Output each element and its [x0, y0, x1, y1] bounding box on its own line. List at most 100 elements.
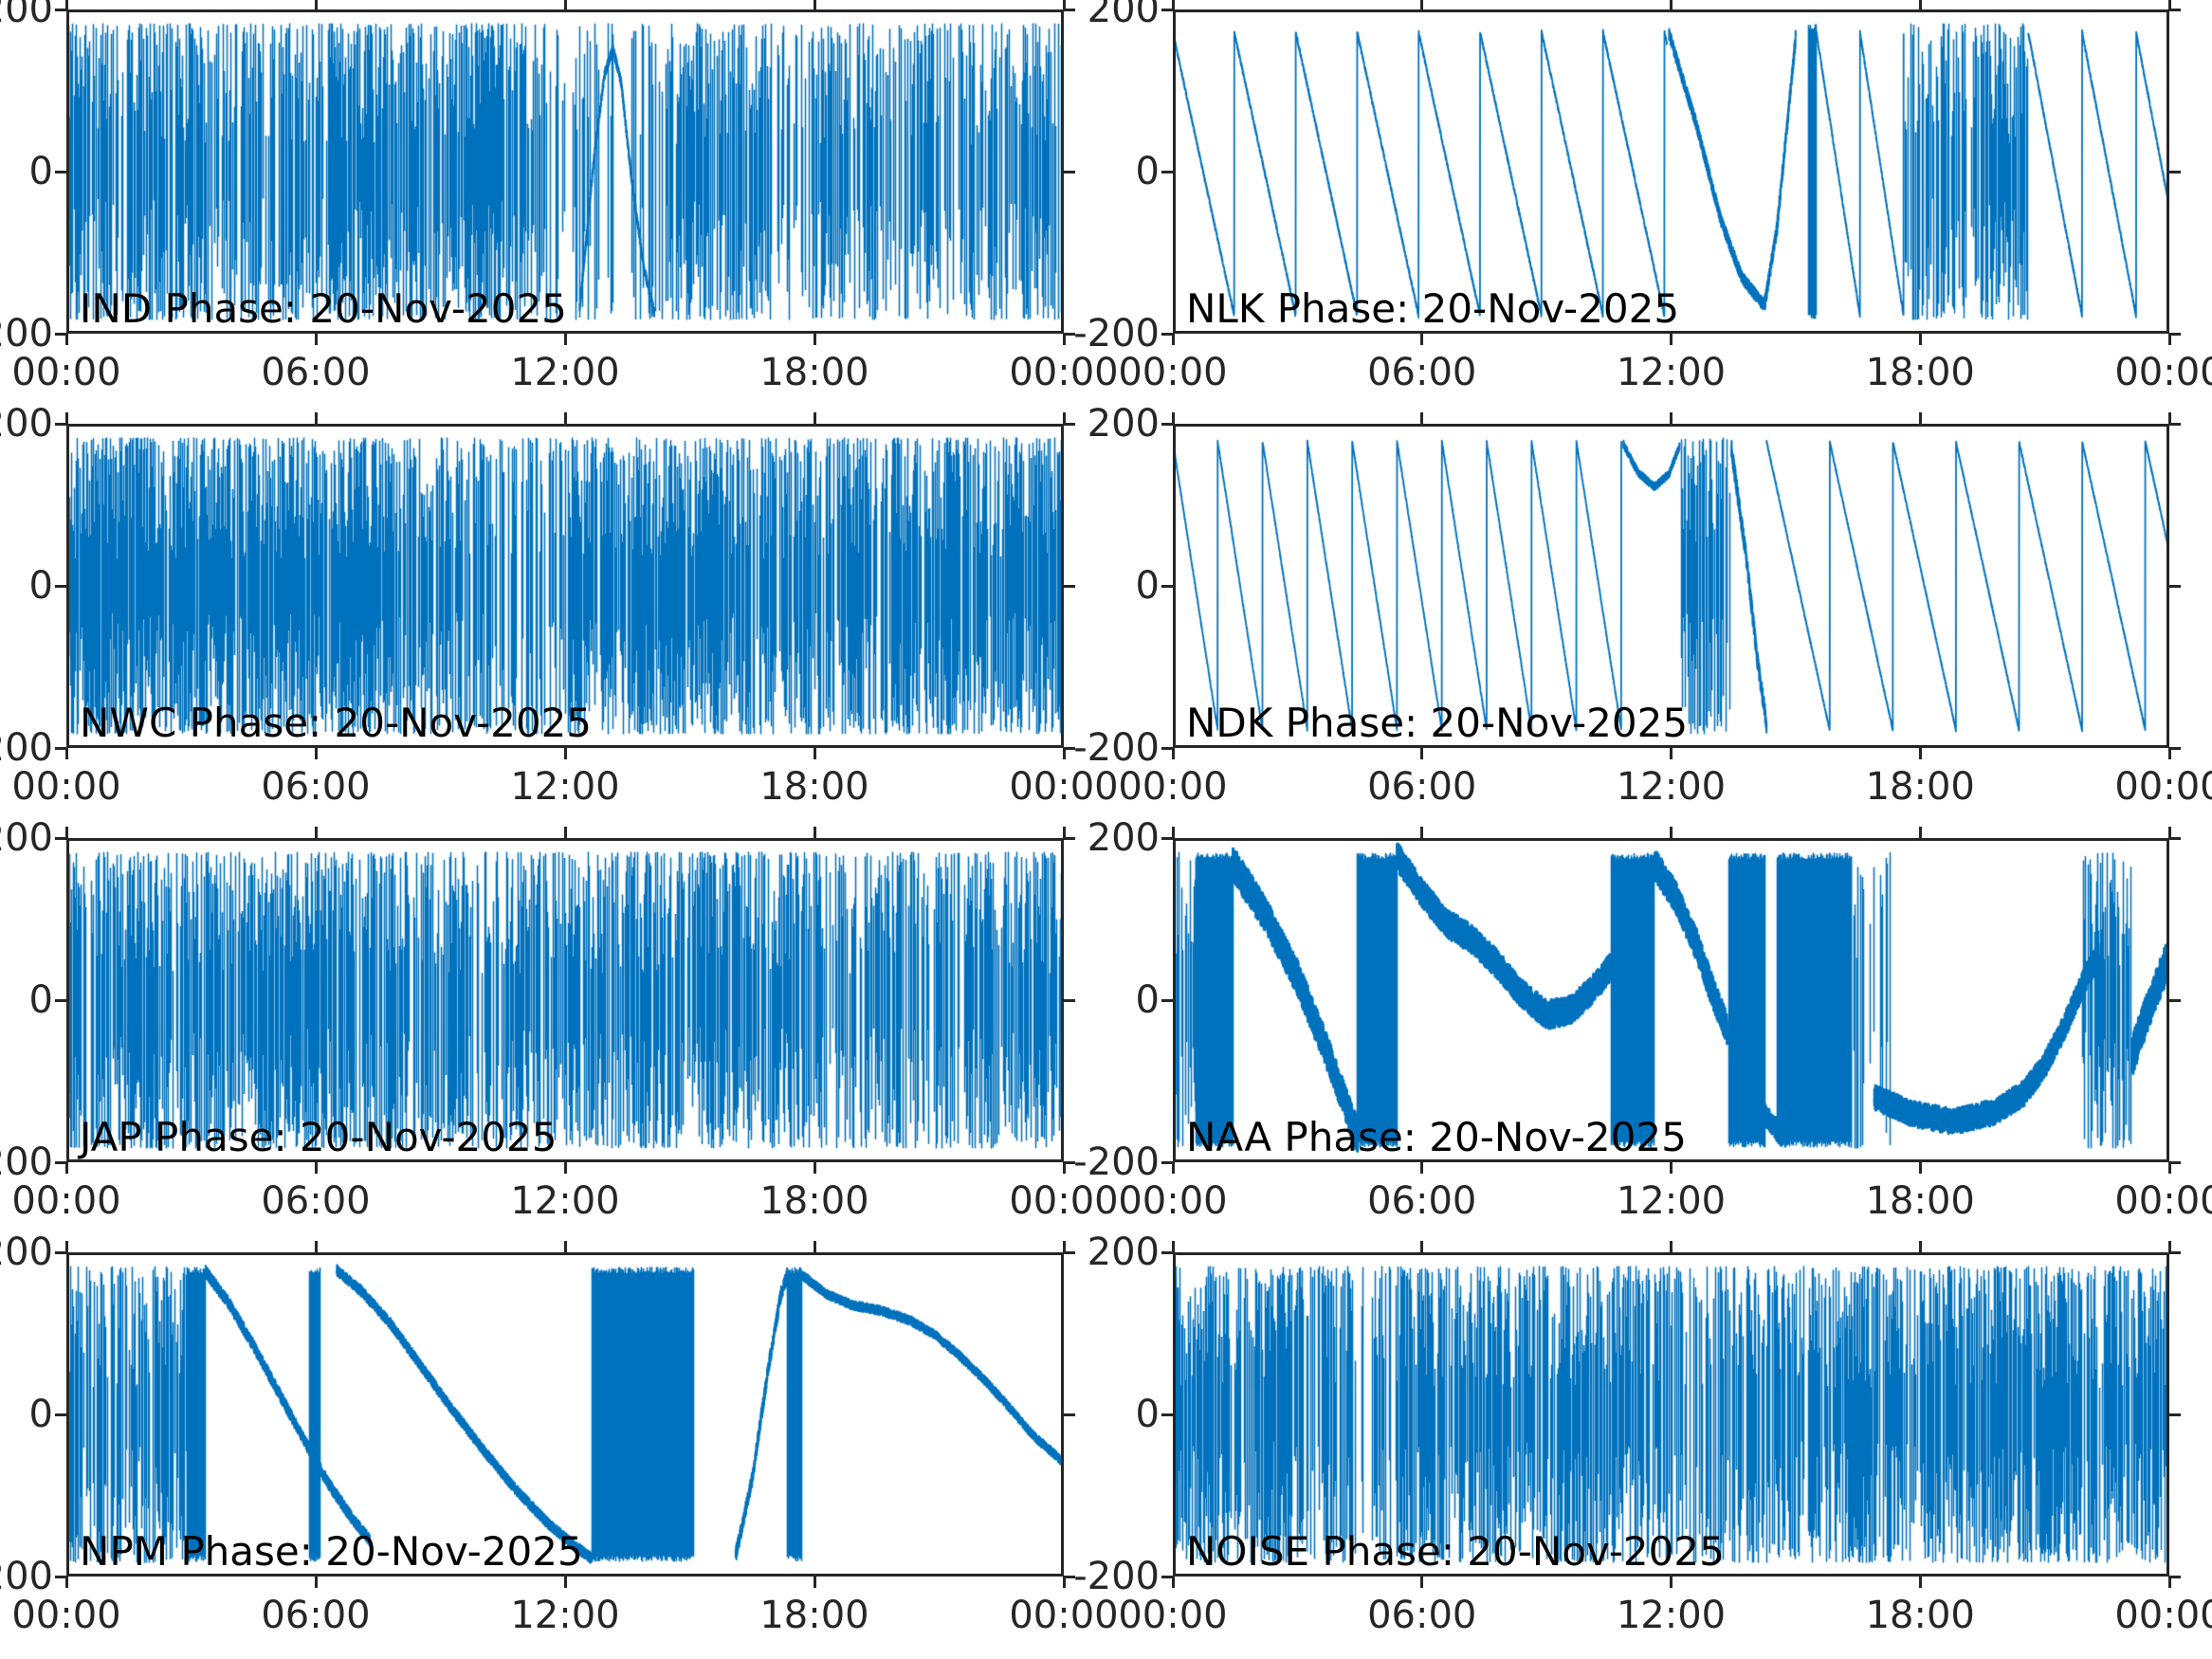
y-tick-label: -200 [1073, 726, 1160, 770]
station-phase-label: NLK Phase: 20-Nov-2025 [1186, 285, 1680, 332]
x-tick-mark [314, 1241, 318, 1252]
x-tick-mark [1420, 1577, 1424, 1588]
x-tick-mark [64, 827, 68, 838]
station-phase-label: NWC Phase: 20-Nov-2025 [80, 700, 593, 746]
x-tick-label: 18:00 [759, 765, 869, 809]
y-tick-mark [55, 332, 66, 336]
y-tick-mark [2169, 8, 2181, 11]
x-tick-mark [64, 1162, 68, 1174]
x-tick-label: 00:00 [2114, 1594, 2212, 1637]
y-tick-mark [1161, 998, 1173, 1002]
y-tick-label: -200 [1073, 312, 1160, 356]
x-tick-mark [2167, 1162, 2171, 1174]
x-tick-mark [563, 0, 567, 9]
y-tick-mark [1064, 998, 1075, 1002]
phase-trace-canvas-ind [66, 9, 1064, 334]
x-tick-mark [64, 412, 68, 424]
y-tick-label: 0 [1135, 564, 1160, 608]
x-tick-mark [314, 412, 318, 424]
y-tick-label: -200 [1073, 1555, 1160, 1598]
x-tick-mark [1062, 1577, 1066, 1588]
x-tick-mark [813, 827, 816, 838]
phase-trace-canvas-ndk [1173, 424, 2169, 748]
phase-trace-canvas-noise [1173, 1252, 2169, 1577]
x-tick-mark [563, 1241, 567, 1252]
phase-trace-canvas-nlk [1173, 9, 2169, 334]
y-tick-mark [1064, 1575, 1075, 1578]
x-tick-mark [563, 1162, 567, 1174]
y-tick-label: 0 [28, 1393, 53, 1436]
x-tick-mark [813, 1162, 816, 1174]
y-tick-mark [55, 422, 66, 426]
x-tick-label: 18:00 [1865, 765, 1975, 809]
y-tick-label: 200 [0, 816, 53, 860]
y-tick-mark [1064, 584, 1075, 588]
phase-trace-canvas-naa [1173, 838, 2169, 1162]
y-tick-label: -200 [1073, 1140, 1160, 1184]
y-tick-mark [1161, 422, 1173, 426]
x-tick-label: 00:00 [1118, 765, 1228, 809]
x-tick-mark [1420, 748, 1424, 759]
x-tick-mark [1670, 412, 1673, 424]
phase-trace-canvas-jap [66, 838, 1064, 1162]
y-tick-mark [55, 170, 66, 173]
x-tick-label: 00:00 [1009, 1179, 1119, 1223]
x-tick-label: 00:00 [11, 765, 121, 809]
y-tick-mark [55, 746, 66, 750]
y-tick-label: -200 [0, 312, 53, 356]
subplot-npm: 00:00 06:00 12:00 18:00 00:00 200 0 -200 NPM Pha… [0, 1233, 1119, 1637]
subplot-noise: 00:00 06:00 12:00 18:00 00:00 200 0 -200 NOISE P… [1073, 1233, 2212, 1637]
x-tick-mark [563, 334, 567, 345]
x-tick-label: 18:00 [1865, 351, 1975, 394]
y-tick-mark [55, 1160, 66, 1164]
y-tick-label: 200 [1087, 0, 1160, 31]
y-tick-mark [1161, 1160, 1173, 1164]
subplot-nlk: 00:00 06:00 12:00 18:00 00:00 200 0 -200 NLK Pha… [1073, 0, 2212, 394]
x-tick-mark [1420, 412, 1424, 424]
x-tick-mark [563, 748, 567, 759]
y-tick-mark [1064, 332, 1075, 336]
x-tick-mark [1062, 412, 1066, 424]
x-tick-mark [1918, 827, 1922, 838]
subplot-ind: 00:00 06:00 12:00 18:00 00:00 200 0 -200 IND Pha… [0, 0, 1119, 394]
x-tick-mark [2167, 412, 2171, 424]
y-tick-mark [1161, 836, 1173, 840]
x-tick-mark [1420, 334, 1424, 345]
x-tick-mark [1420, 827, 1424, 838]
x-tick-mark [1062, 748, 1066, 759]
y-tick-mark [2169, 584, 2181, 588]
x-tick-mark [813, 1577, 816, 1588]
x-tick-label: 18:00 [759, 351, 869, 394]
x-tick-label: 00:00 [1009, 1594, 1119, 1637]
x-tick-mark [1062, 827, 1066, 838]
x-tick-mark [2167, 1577, 2171, 1588]
x-tick-label: 12:00 [1616, 351, 1727, 394]
station-phase-label: NDK Phase: 20-Nov-2025 [1186, 700, 1689, 746]
y-tick-label: 200 [1087, 816, 1160, 860]
y-tick-mark [1161, 1250, 1173, 1254]
y-tick-label: 0 [1135, 150, 1160, 193]
y-tick-mark [55, 584, 66, 588]
y-tick-label: -200 [0, 1555, 53, 1598]
x-tick-mark [64, 748, 68, 759]
x-tick-label: 12:00 [1616, 765, 1727, 809]
y-tick-mark [2169, 332, 2181, 336]
x-tick-label: 00:00 [2114, 765, 2212, 809]
x-tick-mark [1670, 827, 1673, 838]
x-tick-mark [2167, 827, 2171, 838]
x-tick-mark [1062, 1162, 1066, 1174]
station-phase-label: NPM Phase: 20-Nov-2025 [80, 1528, 583, 1575]
x-tick-mark [1670, 0, 1673, 9]
x-tick-mark [314, 1162, 318, 1174]
y-tick-mark [55, 998, 66, 1002]
y-tick-mark [2169, 1250, 2181, 1254]
y-tick-mark [55, 1575, 66, 1578]
y-tick-mark [1161, 584, 1173, 588]
x-tick-mark [813, 0, 816, 9]
x-tick-mark [1171, 1241, 1175, 1252]
phase-trace-canvas-nwc [66, 424, 1064, 748]
y-tick-label: 0 [1135, 978, 1160, 1022]
y-tick-mark [55, 1250, 66, 1254]
y-tick-label: 0 [28, 978, 53, 1022]
y-tick-label: 200 [1087, 402, 1160, 446]
